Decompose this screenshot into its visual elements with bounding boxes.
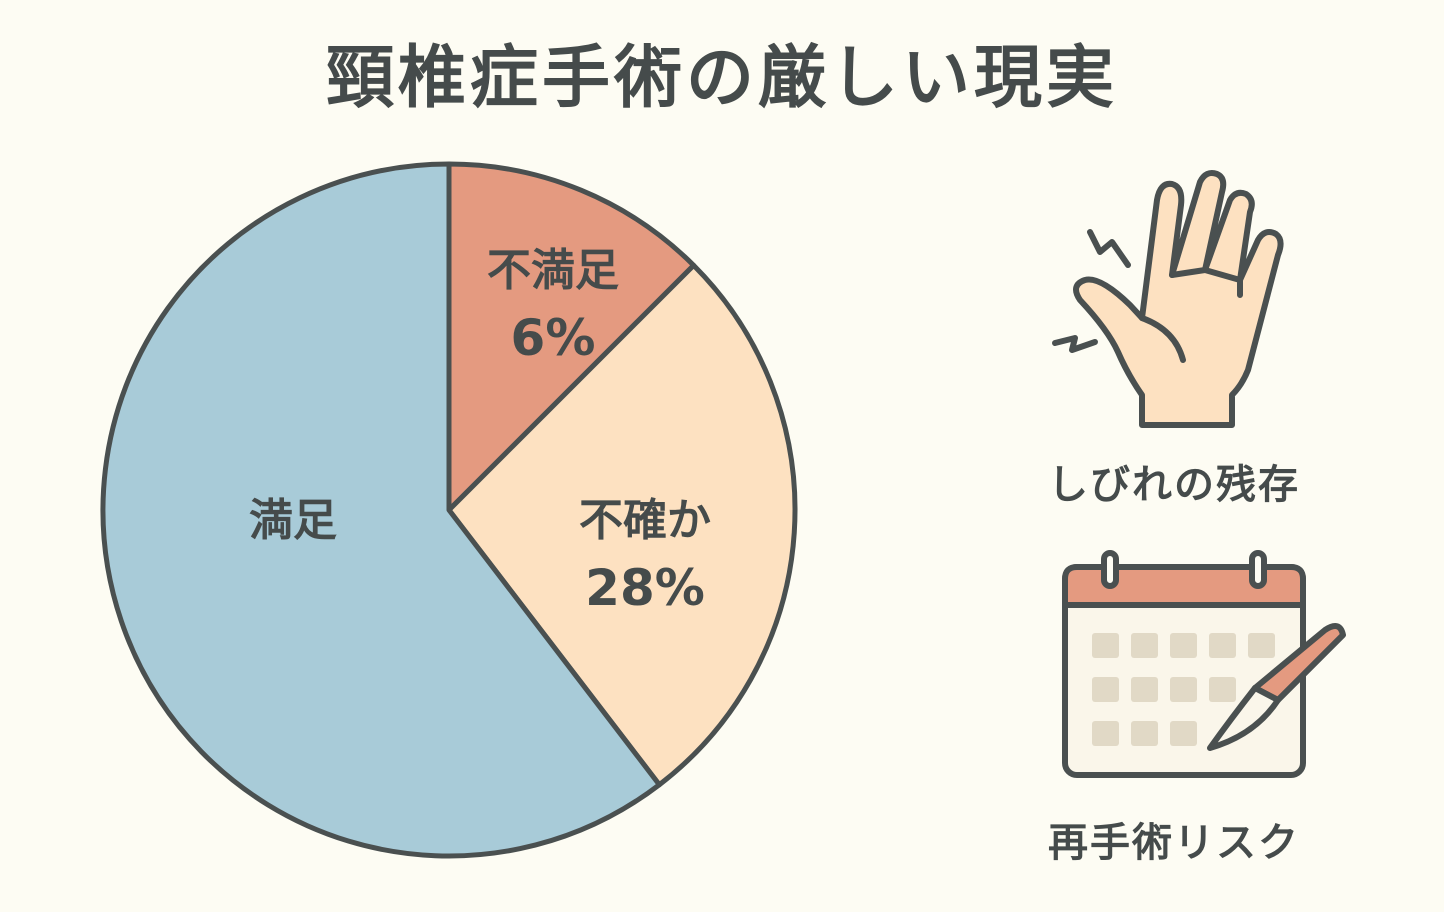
calendar-cell [1092, 633, 1119, 658]
calendar-cell [1131, 721, 1158, 746]
pie-slice-0 [446, 161, 697, 513]
slice-name-label: 不確か [579, 495, 711, 546]
calendar-cell [1092, 721, 1119, 746]
calendar-cell [1209, 633, 1236, 658]
slice-value-label: 6% [511, 309, 596, 367]
slice-name-label: 満足 [249, 495, 337, 546]
calendar-cell [1131, 677, 1158, 702]
calendar-cell [1170, 633, 1197, 658]
calendar-scalpel-icon [1062, 550, 1346, 778]
calendar-cell [1170, 721, 1197, 746]
calendar-cell [1170, 677, 1197, 702]
slice-value-label: 28% [585, 559, 705, 617]
calendar-cell [1131, 633, 1158, 658]
side-item-label: 再手術リスク [1048, 820, 1300, 866]
numb-hand-icon [1052, 170, 1284, 428]
calendar-cell [1092, 677, 1119, 702]
pie-slice-2 [100, 161, 662, 859]
chart-title: 頸椎症手術の厳しい現実 [325, 39, 1118, 118]
calendar-cell [1248, 633, 1275, 658]
side-item-label: しびれの残存 [1048, 462, 1300, 508]
pie-slice-1 [446, 262, 798, 788]
calendar-cell [1209, 677, 1236, 702]
slice-name-label: 不満足 [487, 245, 619, 296]
